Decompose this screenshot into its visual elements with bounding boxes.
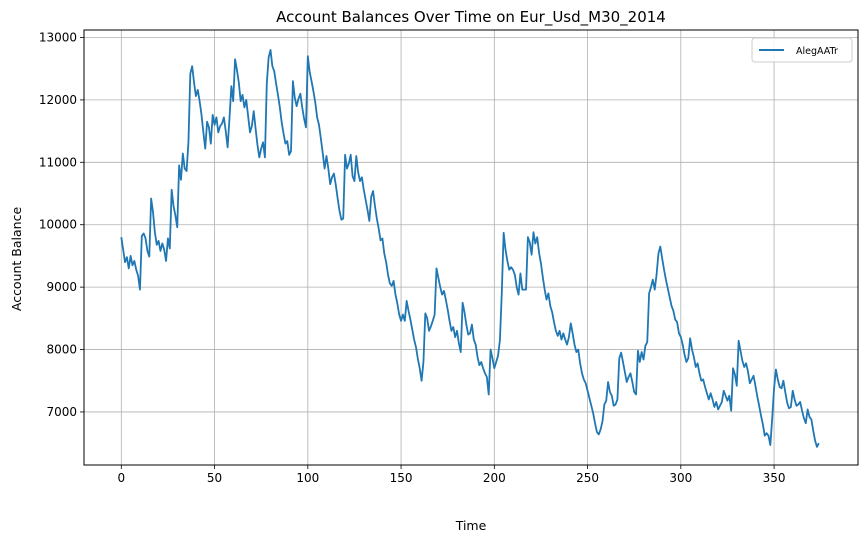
x-tick-label: 0 xyxy=(117,471,125,485)
y-axis-label: Account Balance xyxy=(9,207,24,312)
series-line-alegaatr xyxy=(120,49,820,448)
y-tick-label: 10000 xyxy=(39,218,77,232)
x-tick-label: 250 xyxy=(576,471,599,485)
y-tick-label: 9000 xyxy=(46,280,77,294)
grid-lines xyxy=(84,30,858,465)
y-tick-label: 12000 xyxy=(39,93,77,107)
legend-label-alegaatr: AlegAATr xyxy=(796,46,838,57)
chart-title: Account Balances Over Time on Eur_Usd_M3… xyxy=(276,8,666,27)
x-axis-ticks: 0 50 100 150 200 250 300 350 xyxy=(117,465,786,485)
x-tick-label: 150 xyxy=(390,471,413,485)
y-tick-label: 7000 xyxy=(46,405,77,419)
x-tick-label: 50 xyxy=(207,471,222,485)
series-layer xyxy=(120,49,820,448)
legend: AlegAATr xyxy=(751,37,853,63)
y-axis-ticks: 7000 8000 9000 10000 11000 12000 13000 xyxy=(39,30,84,419)
x-axis-label: Time xyxy=(455,518,487,533)
y-tick-label: 8000 xyxy=(46,343,77,357)
x-tick-label: 300 xyxy=(669,471,692,485)
plot-frame xyxy=(83,29,859,466)
x-tick-label: 200 xyxy=(483,471,506,485)
y-tick-label: 13000 xyxy=(39,30,77,44)
x-tick-label: 350 xyxy=(763,471,786,485)
y-tick-label: 11000 xyxy=(39,155,77,169)
x-tick-label: 100 xyxy=(296,471,319,485)
legend-box xyxy=(751,37,853,63)
